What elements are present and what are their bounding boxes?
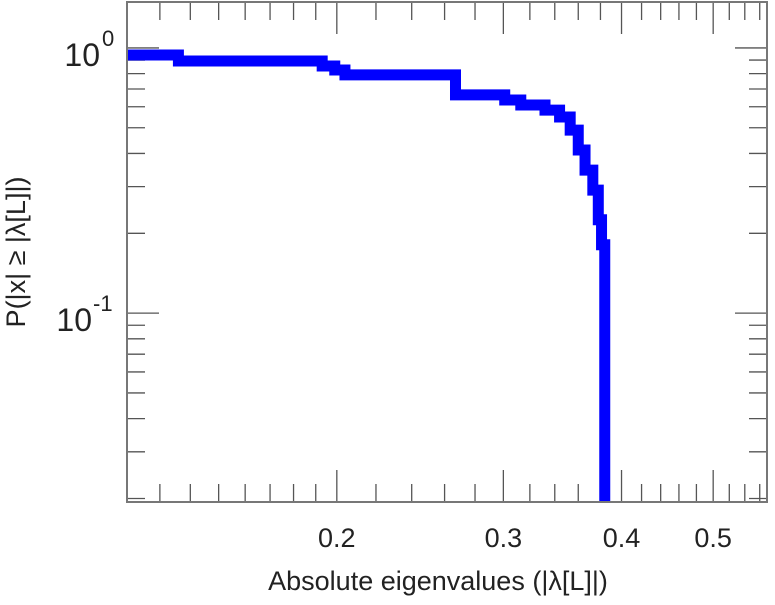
- x-tick-labels: 0.2 0.3 0.4 0.5: [318, 523, 732, 553]
- y-tick-label-base: 10: [56, 302, 92, 338]
- series-line: [127, 49, 611, 502]
- x-tick-label: 0.3: [485, 523, 523, 553]
- y-tick-label-base: 10: [64, 37, 100, 73]
- x-axis-label: Absolute eigenvalues (|λ[L]|): [268, 566, 608, 596]
- y-axis-label: P(|x| ≥ |λ[L]|): [1, 177, 31, 328]
- axis-ticks: [127, 2, 767, 502]
- x-tick-label: 0.5: [694, 523, 732, 553]
- series-layer: [127, 49, 611, 502]
- x-tick-label: 0.4: [603, 523, 641, 553]
- y-tick-label-exponent: -1: [93, 291, 113, 316]
- plot-frame: [126, 1, 768, 503]
- y-tick-label-exponent: 0: [102, 26, 114, 51]
- x-tick-label: 0.2: [318, 523, 356, 553]
